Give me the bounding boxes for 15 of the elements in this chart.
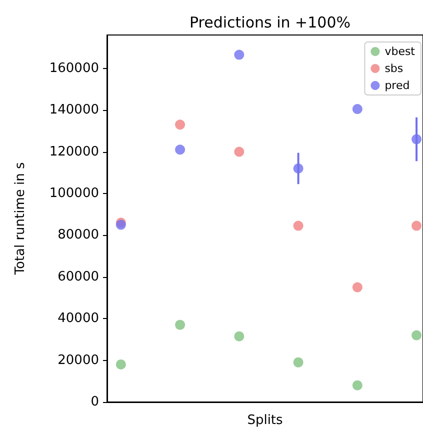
y-tick-label: 80000 bbox=[58, 228, 99, 243]
y-axis-title: Total runtime in s bbox=[13, 162, 28, 276]
legend-label: vbest bbox=[384, 45, 416, 58]
y-tick-label: 0 bbox=[90, 394, 99, 410]
legend-label: sbs bbox=[384, 62, 404, 75]
y-tick-label: 60000 bbox=[58, 269, 99, 284]
legend-label: pred bbox=[384, 79, 410, 92]
chart-title: Predictions in +100% bbox=[190, 14, 350, 32]
y-tick-label: 140000 bbox=[49, 102, 99, 118]
x-axis-title: Splits bbox=[247, 413, 284, 428]
y-tick-label: 120000 bbox=[49, 144, 99, 160]
y-tick-label: 20000 bbox=[58, 352, 99, 368]
y-tick-label: 100000 bbox=[49, 186, 99, 201]
y-tick-label: 160000 bbox=[49, 60, 99, 76]
y-tick-label: 40000 bbox=[58, 311, 99, 326]
